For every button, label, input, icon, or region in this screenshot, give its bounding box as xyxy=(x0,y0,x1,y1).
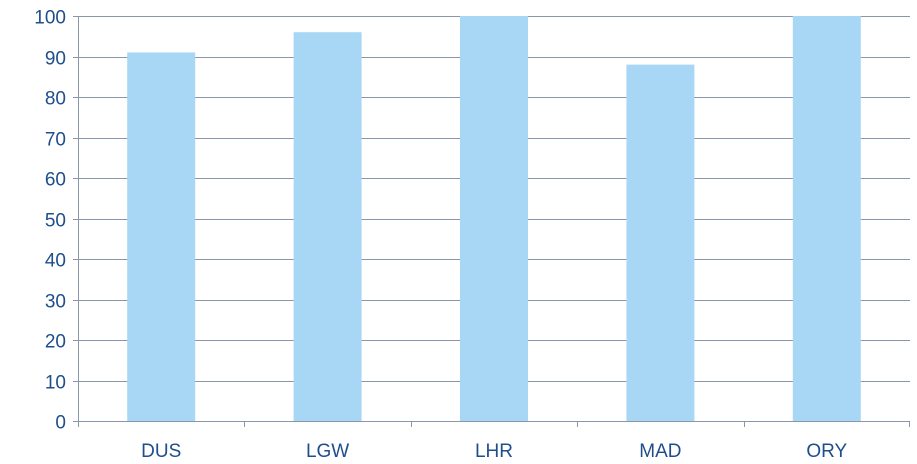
y-tick-label: 20 xyxy=(45,332,66,353)
y-tick-label: 70 xyxy=(45,130,66,151)
y-tick-label: 10 xyxy=(45,373,66,394)
y-tick-labels: 0 10 20 30 40 50 60 70 80 90 100 xyxy=(34,8,66,434)
axes xyxy=(73,16,910,427)
x-tick-labels: DUS LGW LHR MAD ORY xyxy=(141,441,847,462)
x-tick-label: ORY xyxy=(806,441,847,462)
x-tick-label: LHR xyxy=(475,441,513,462)
x-tick-label: MAD xyxy=(639,441,681,462)
x-tick-label: LGW xyxy=(306,441,349,462)
y-tick-label: 90 xyxy=(45,49,66,70)
bar-dus xyxy=(127,52,196,421)
bars xyxy=(127,16,861,421)
y-tick-label: 100 xyxy=(34,8,66,29)
y-tick-label: 60 xyxy=(45,170,66,191)
y-tick-label: 30 xyxy=(45,292,66,313)
x-tick-label: DUS xyxy=(141,441,181,462)
bar-lhr xyxy=(460,16,528,421)
bar-mad xyxy=(626,64,695,421)
y-tick-label: 40 xyxy=(45,251,66,272)
bar-lgw xyxy=(293,32,362,421)
y-tick-label: 80 xyxy=(45,89,66,110)
y-tick-label: 50 xyxy=(45,211,66,232)
y-tick-label: 0 xyxy=(55,413,66,434)
bar-ory xyxy=(792,16,861,421)
